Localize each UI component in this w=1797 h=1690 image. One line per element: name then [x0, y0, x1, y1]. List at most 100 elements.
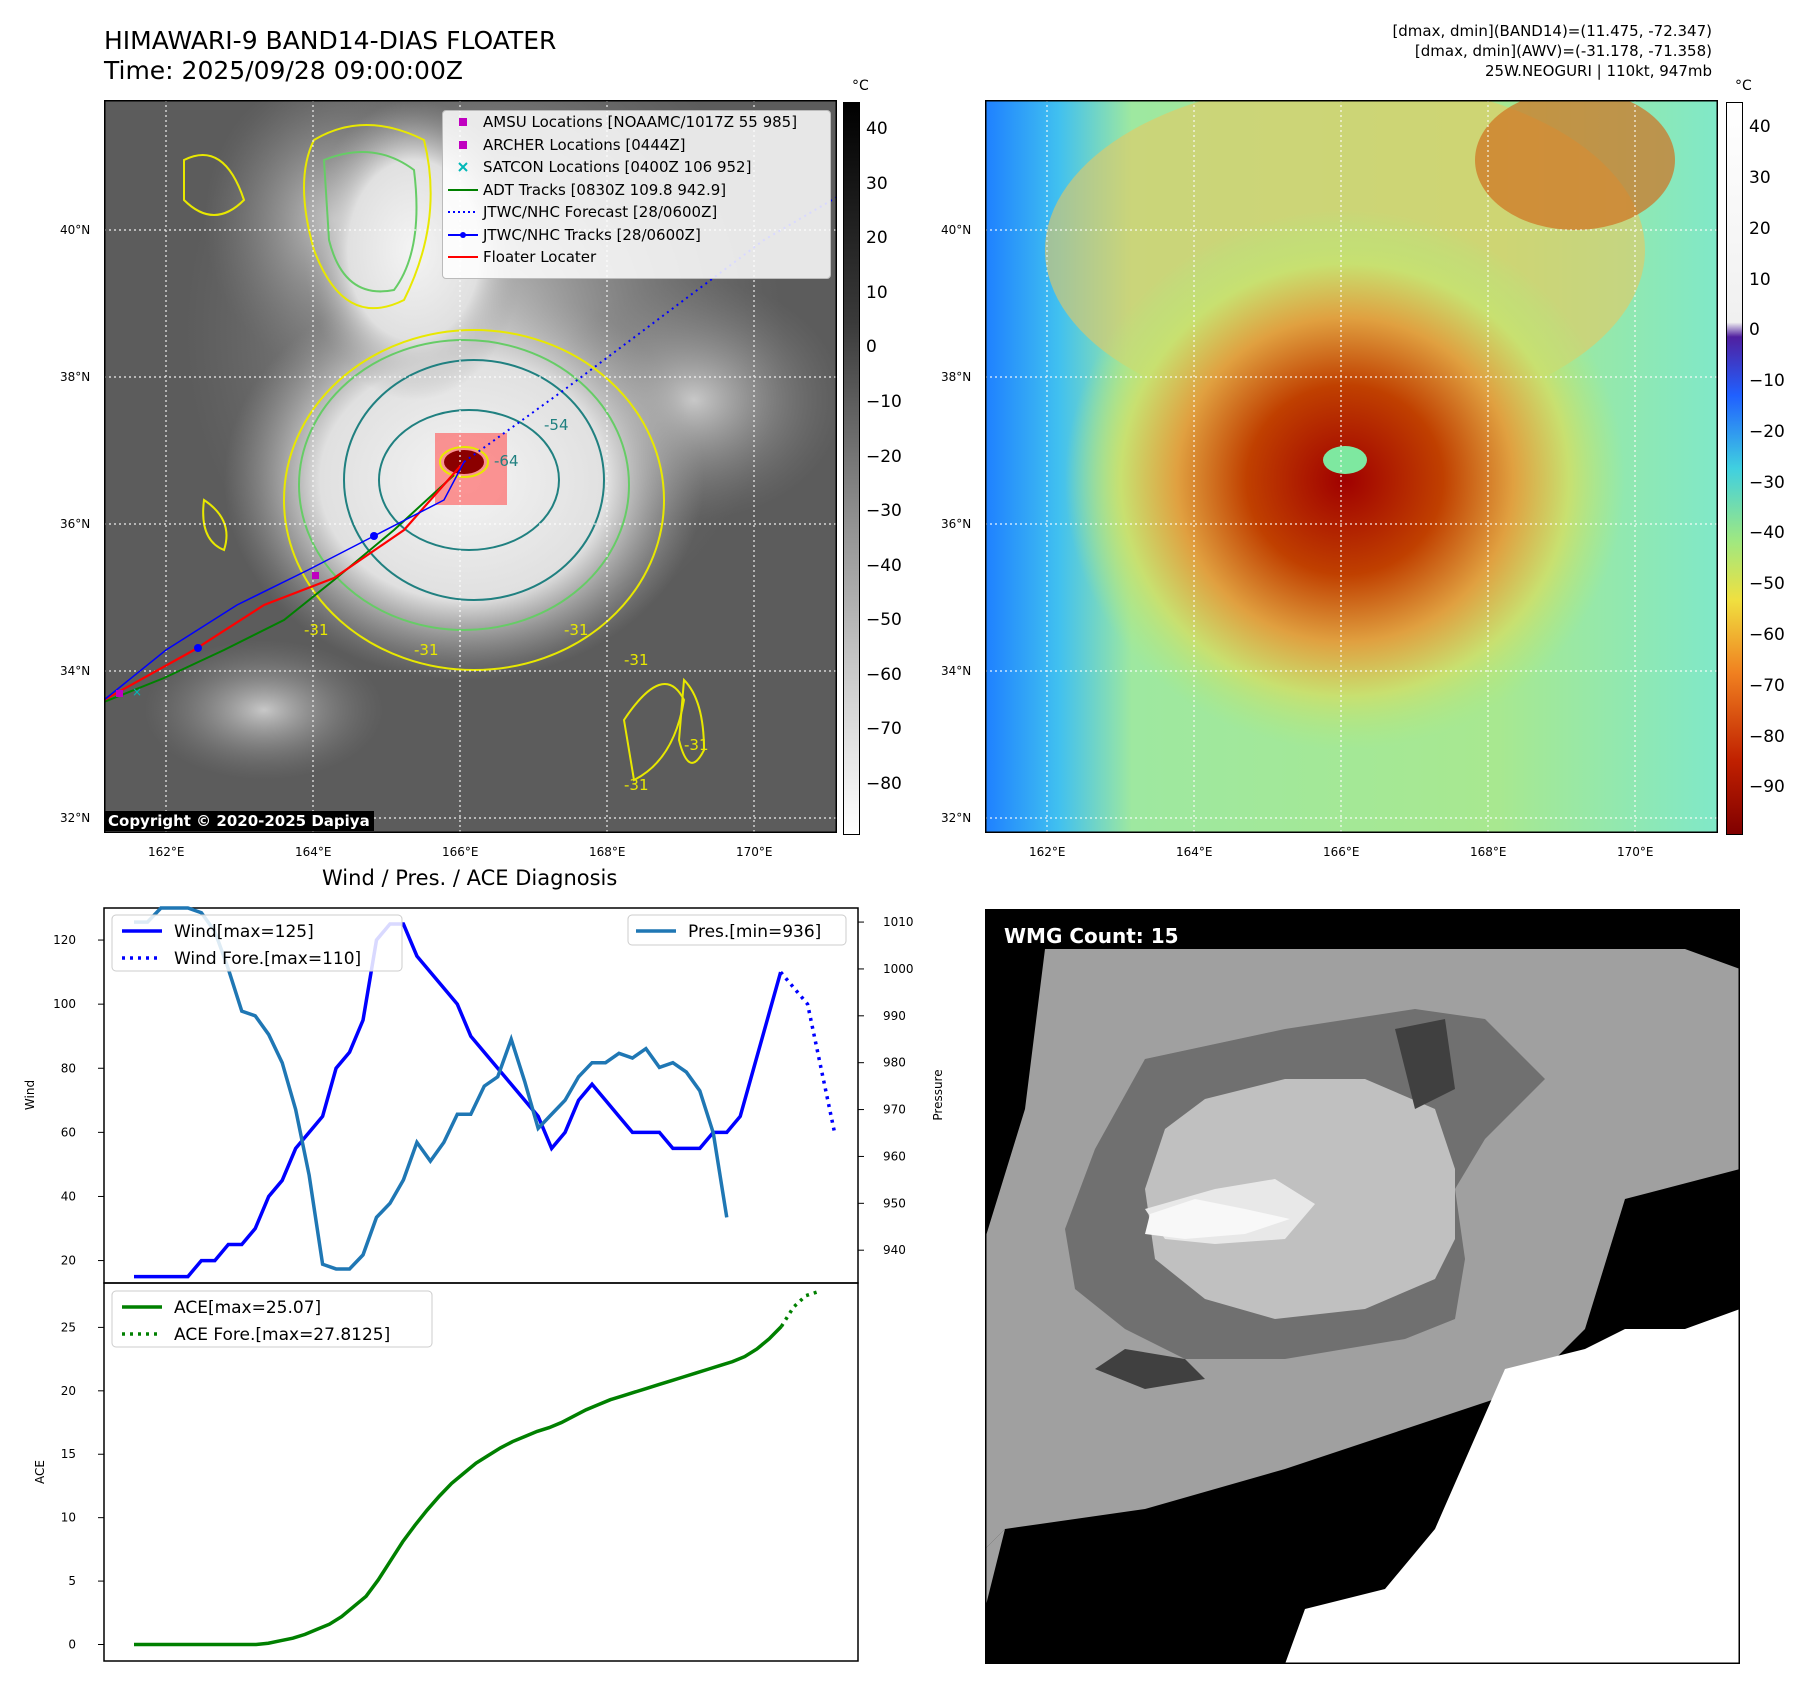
legend-label: JTWC/NHC Tracks [28/0600Z]: [483, 225, 701, 244]
lon-label: 170°E: [736, 845, 773, 859]
pres-ytick-label: 1000: [883, 962, 914, 976]
legend-symbol: [443, 230, 483, 240]
legend-item: SATCON Locations [0400Z 106 952]: [443, 156, 830, 179]
contour-label: -31: [624, 651, 649, 669]
colorbar-tick: 30: [1749, 168, 1771, 189]
colorbar-tick: −40: [866, 555, 902, 576]
pres-ytick-label: 960: [883, 1149, 906, 1163]
colorbar-tick: −90: [1749, 777, 1785, 798]
colorbar-tick: −70: [866, 719, 902, 740]
ace-ytick-label: 10: [61, 1511, 76, 1525]
legend-symbol: [443, 162, 483, 172]
colorbar-tick: 10: [866, 282, 888, 303]
lat-label: 36°N: [941, 517, 972, 531]
wind-ylabel: Wind: [23, 1080, 37, 1110]
ace-legend-label: ACE Fore.[max=27.8125]: [174, 1325, 390, 1345]
lat-label: 32°N: [941, 811, 972, 825]
colorbar-tick: 10: [1749, 269, 1771, 290]
storm-info: 25W.NEOGURI | 110kt, 947mb: [1484, 62, 1712, 80]
colorbar-tick: −10: [1749, 371, 1785, 392]
colorbar-tick: −80: [866, 773, 902, 794]
ace-ytick-label: 20: [61, 1384, 76, 1398]
legend-label: SATCON Locations [0400Z 106 952]: [483, 158, 752, 177]
pres-legend-label: Pres.[min=936]: [688, 922, 821, 942]
ace-legend-box: [111, 1290, 433, 1348]
colorbar-tick: 40: [866, 119, 888, 140]
colorbar-tick: −30: [1749, 472, 1785, 493]
colorbar-tick: −50: [1749, 574, 1785, 595]
ace-legend-label: ACE[max=25.07]: [174, 1298, 321, 1318]
colorbar-tick: 0: [1749, 320, 1760, 341]
lon-label: 170°E: [1617, 845, 1654, 859]
ace-ytick-label: 15: [61, 1447, 76, 1461]
pres-ytick-label: 1010: [883, 915, 914, 929]
colorbar-tick: 0: [866, 337, 877, 358]
copyright: Copyright © 2020-2025 Dapiya: [104, 811, 374, 831]
legend-item: ADT Tracks [0830Z 109.8 942.9]: [443, 179, 830, 202]
pres-ylabel: Pressure: [931, 1069, 945, 1120]
lat-label: 36°N: [60, 517, 91, 531]
band14-range: [dmax, dmin](BAND14)=(11.475, -72.347): [1392, 22, 1712, 40]
colorbar-left: [843, 102, 860, 835]
ace-ytick-label: 5: [68, 1574, 76, 1588]
diagnosis-title: Wind / Pres. / ACE Diagnosis: [322, 866, 618, 890]
map-legend: AMSU Locations [NOAAMC/1017Z 55 985] ARCH…: [442, 110, 831, 279]
lon-label: 166°E: [442, 845, 479, 859]
awv-map: [985, 100, 1718, 833]
awv-range: [dmax, dmin](AWV)=(-31.178, -71.358): [1414, 42, 1712, 60]
pres-ytick-label: 940: [883, 1243, 906, 1257]
timestamp: Time: 2025/09/28 09:00:00Z: [104, 56, 463, 85]
ace-ytick-label: 0: [68, 1638, 76, 1652]
colorbar-right: [1726, 102, 1743, 835]
colorbar-tick: −40: [1749, 523, 1785, 544]
contour-label: -31: [304, 621, 329, 639]
lon-label: 168°E: [1470, 845, 1507, 859]
diagnosis-charts: 20406080100120Wind9409509609709809901000…: [23, 906, 945, 1662]
legend-label: Floater Locater: [483, 248, 597, 267]
colorbar-tick: −60: [1749, 625, 1785, 646]
colorbar-tick: 40: [1749, 117, 1771, 138]
wind-ytick-label: 20: [61, 1254, 76, 1268]
wind-ytick-label: 120: [53, 933, 76, 947]
legend-item: JTWC/NHC Tracks [28/0600Z]: [443, 224, 830, 247]
colorbar-tick: 20: [1749, 218, 1771, 239]
legend-item: ARCHER Locations [0444Z]: [443, 134, 830, 157]
colorbar-tick: 30: [866, 173, 888, 194]
legend-symbol: [443, 117, 483, 127]
lon-label: 162°E: [1029, 845, 1066, 859]
colorbar-tick: −10: [866, 392, 902, 413]
lon-label: 168°E: [589, 845, 626, 859]
pres-legend-box: [627, 914, 847, 946]
legend-symbol: [443, 252, 483, 262]
ace-ylabel: ACE: [33, 1460, 47, 1484]
colorbar-tick: −70: [1749, 675, 1785, 696]
ace-ytick-label: 25: [61, 1320, 76, 1334]
contour-label: -64: [494, 452, 519, 470]
legend-symbol: [443, 140, 483, 150]
svg-text:×: ×: [132, 685, 142, 699]
pres-ytick-label: 970: [883, 1103, 906, 1117]
colorbar-tick: 20: [866, 228, 888, 249]
wind-legend-box: [111, 914, 403, 972]
ace-panel-frame: [103, 1282, 859, 1662]
lon-label: 164°E: [1176, 845, 1213, 859]
legend-symbol: [443, 207, 483, 217]
lat-label: 38°N: [941, 370, 972, 384]
colorbar-tick: −20: [1749, 421, 1785, 442]
contour-label: -54: [544, 416, 569, 434]
lon-label: 162°E: [148, 845, 185, 859]
wind-forecast-line: [779, 970, 837, 1133]
pres-ytick-label: 950: [883, 1196, 906, 1210]
colorbar-tick: −30: [866, 501, 902, 522]
colorbar-unit: °C: [1735, 78, 1752, 94]
contour-label: -31: [684, 736, 709, 754]
lat-label: 40°N: [60, 223, 91, 237]
product-title: HIMAWARI-9 BAND14-DIAS FLOATER: [104, 26, 557, 55]
legend-label: AMSU Locations [NOAAMC/1017Z 55 985]: [483, 113, 798, 132]
colorbar-tick: −50: [866, 610, 902, 631]
pres-ytick-label: 980: [883, 1056, 906, 1070]
wind-ytick-label: 80: [61, 1061, 76, 1075]
lat-label: 32°N: [60, 811, 91, 825]
ace-series-line: [134, 1325, 783, 1647]
colorbar-tick: −20: [866, 446, 902, 467]
